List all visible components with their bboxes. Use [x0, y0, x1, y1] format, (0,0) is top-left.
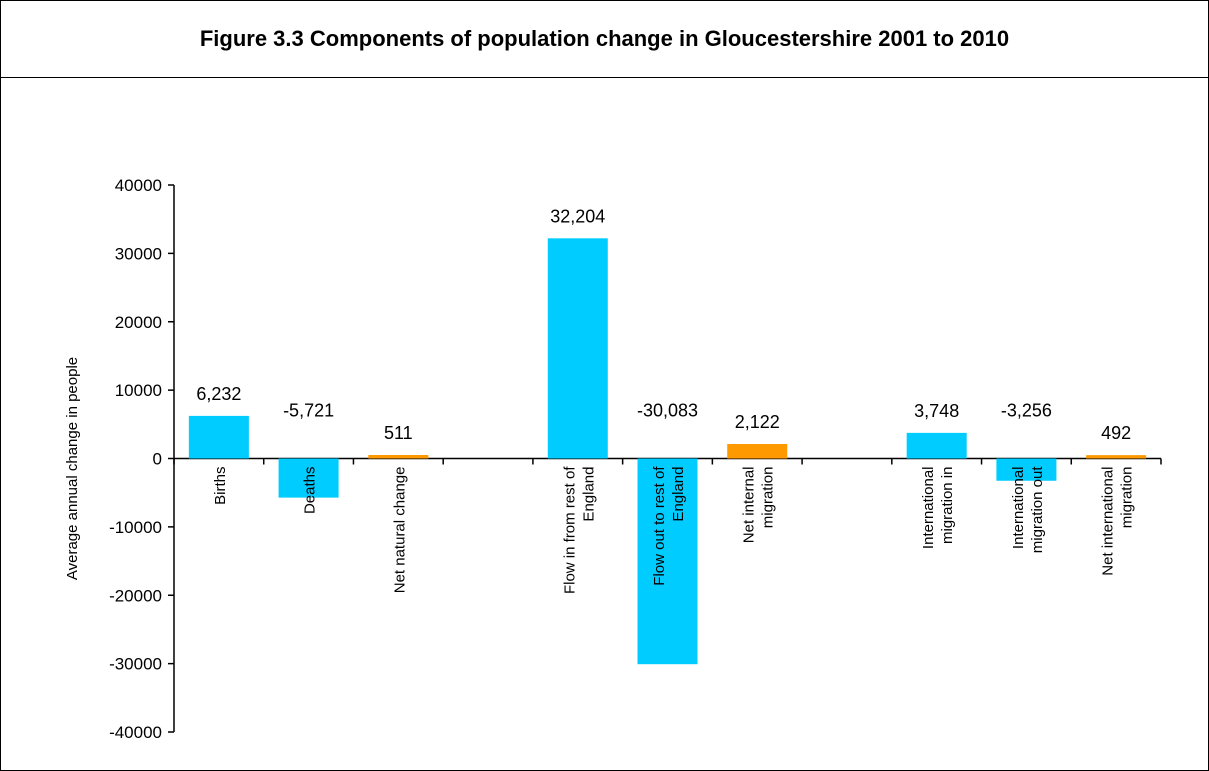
data-label: 32,204	[550, 206, 605, 226]
y-tick-label: -10000	[109, 518, 162, 537]
category-label: England	[670, 467, 687, 522]
bar	[1086, 455, 1147, 459]
data-label: 492	[1101, 423, 1131, 443]
category-label: migration	[760, 467, 777, 529]
labels-group: Births Deaths Net natural change Flow in fr…	[212, 466, 1136, 594]
category-label: England	[580, 467, 597, 522]
data-label: -3,256	[1001, 401, 1052, 421]
bar	[547, 238, 608, 459]
category-label: International	[920, 467, 937, 550]
bar	[188, 415, 249, 459]
data-label: 511	[384, 423, 413, 443]
category-label: Net international	[1100, 467, 1117, 576]
category-label: Net internal	[741, 467, 758, 544]
bar	[906, 432, 967, 459]
category-label: migration	[1119, 467, 1136, 529]
data-label: 2,122	[735, 412, 780, 432]
y-tick-label: -30000	[109, 655, 162, 674]
y-tick-label: -20000	[109, 586, 162, 605]
y-tick-label: 20000	[115, 313, 162, 332]
category-label: Deaths	[302, 467, 319, 515]
chart-title: Figure 3.3 Components of population chan…	[199, 26, 1010, 51]
y-tick-label: 0	[153, 450, 162, 469]
category-label: Flow in from rest of	[561, 466, 578, 594]
bar	[278, 458, 339, 498]
data-label: -5,721	[283, 401, 334, 421]
category-label: Flow out to rest of	[651, 466, 668, 586]
category-label: Net natural change	[391, 467, 408, 594]
data-label: -30,083	[637, 401, 698, 421]
bars-group: 6,232 -5,721 511 32,204 -30,083 2,122 3,748 -3,…	[188, 206, 1147, 665]
title-bar: Figure 3.3 Components of population chan…	[1, 1, 1208, 78]
bar	[727, 443, 788, 459]
category-label: International	[1010, 467, 1027, 550]
bar	[637, 458, 698, 665]
category-label: migration in	[939, 467, 956, 545]
y-tick-label: -40000	[109, 723, 162, 742]
category-label: Births	[212, 467, 229, 505]
y-tick-label: 30000	[115, 244, 162, 263]
y-axis-label: Average annual change in people	[64, 357, 81, 580]
category-label: migration out	[1029, 466, 1046, 554]
bar	[996, 458, 1057, 481]
y-tick-label: 10000	[115, 381, 162, 400]
bar	[368, 455, 429, 459]
data-label: 3,748	[914, 401, 959, 421]
data-label: 6,232	[196, 384, 241, 404]
y-tick-label: 40000	[115, 176, 162, 195]
